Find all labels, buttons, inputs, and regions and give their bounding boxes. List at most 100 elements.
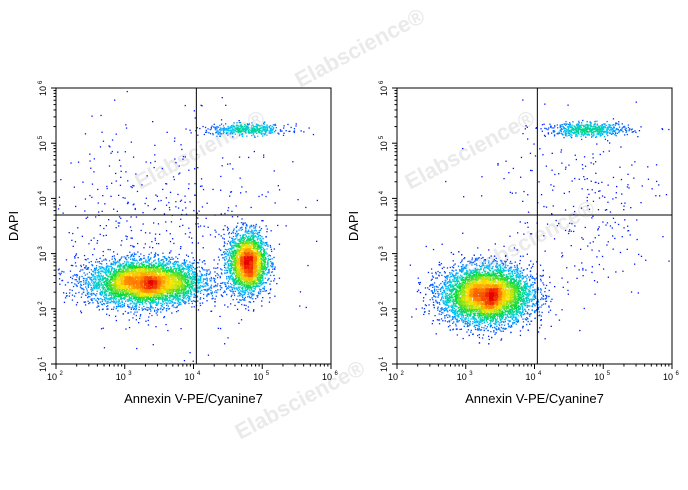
event-dot bbox=[173, 274, 175, 276]
event-dot bbox=[245, 284, 247, 286]
event-dot bbox=[89, 293, 91, 295]
event-dot bbox=[158, 295, 161, 297]
event-dot bbox=[154, 254, 156, 256]
event-dot bbox=[269, 132, 271, 134]
event-dot bbox=[87, 297, 89, 299]
event-dot bbox=[118, 295, 120, 297]
event-dot bbox=[174, 137, 176, 139]
event-dot bbox=[270, 132, 272, 134]
event-dot bbox=[231, 126, 233, 128]
event-dot bbox=[112, 263, 114, 265]
event-dot bbox=[106, 305, 108, 308]
event-dot bbox=[85, 259, 87, 261]
event-dot bbox=[130, 308, 132, 310]
event-dot bbox=[232, 235, 235, 238]
event-dot bbox=[259, 275, 261, 278]
event-dot bbox=[197, 242, 199, 244]
event-dot bbox=[101, 304, 103, 306]
event-dot bbox=[61, 270, 63, 273]
event-dot bbox=[305, 306, 307, 309]
event-dot bbox=[262, 274, 264, 277]
event-dot bbox=[105, 280, 107, 282]
event-dot bbox=[232, 124, 234, 126]
event-dot bbox=[251, 225, 253, 228]
event-dot bbox=[133, 258, 136, 260]
event-dot bbox=[81, 293, 83, 295]
event-dot bbox=[120, 296, 122, 298]
event-dot bbox=[134, 293, 136, 295]
event-dot bbox=[237, 287, 239, 289]
event-dot bbox=[229, 241, 232, 243]
event-dot bbox=[257, 244, 260, 247]
event-dot bbox=[228, 265, 230, 267]
event-dot bbox=[130, 229, 133, 232]
event-dot bbox=[104, 280, 106, 283]
event-dot bbox=[241, 291, 243, 293]
event-dot bbox=[191, 306, 193, 308]
event-dot bbox=[126, 259, 128, 261]
event-dot bbox=[140, 229, 142, 232]
event-dot bbox=[71, 277, 74, 280]
event-dot bbox=[240, 293, 243, 295]
event-dot bbox=[199, 185, 202, 187]
event-dot bbox=[253, 246, 256, 248]
event-dot bbox=[243, 293, 246, 296]
event-dot bbox=[170, 290, 172, 292]
event-dot bbox=[124, 270, 126, 273]
event-dot bbox=[274, 295, 276, 297]
event-dot bbox=[106, 282, 109, 284]
event-dot bbox=[78, 291, 80, 294]
event-dot bbox=[210, 287, 213, 289]
event-dot bbox=[239, 294, 241, 296]
event-dot bbox=[205, 289, 207, 291]
event-dot bbox=[201, 261, 204, 263]
event-dot bbox=[178, 269, 181, 271]
event-dot bbox=[228, 278, 231, 281]
event-dot bbox=[173, 271, 175, 274]
event-dot bbox=[231, 131, 233, 134]
event-dot bbox=[57, 208, 60, 210]
event-dot bbox=[253, 233, 255, 235]
event-dot bbox=[158, 271, 160, 273]
event-dot bbox=[241, 130, 243, 132]
event-dot bbox=[146, 309, 148, 311]
event-dot bbox=[98, 272, 100, 274]
event-dot bbox=[103, 271, 105, 274]
event-dot bbox=[185, 292, 187, 294]
event-dot bbox=[104, 294, 106, 296]
event-dot bbox=[97, 188, 99, 191]
event-dot bbox=[163, 307, 166, 309]
event-dot bbox=[110, 271, 112, 273]
event-dot bbox=[232, 287, 234, 289]
event-dot bbox=[260, 257, 262, 259]
event-dot bbox=[212, 297, 214, 299]
event-dot bbox=[254, 240, 256, 242]
event-dot bbox=[143, 265, 145, 267]
event-dot bbox=[178, 288, 180, 290]
event-dot bbox=[142, 298, 144, 301]
event-dot bbox=[265, 195, 267, 198]
event-dot bbox=[261, 259, 263, 261]
event-dot bbox=[184, 156, 186, 158]
event-dot bbox=[250, 206, 252, 209]
event-dot bbox=[217, 267, 219, 269]
event-dot bbox=[242, 290, 244, 292]
event-dot bbox=[88, 291, 90, 294]
event-dot bbox=[262, 271, 264, 274]
event-dot bbox=[116, 291, 118, 293]
event-dot bbox=[244, 280, 246, 283]
event-dot bbox=[124, 294, 126, 296]
event-dot bbox=[132, 267, 135, 269]
event-dot bbox=[251, 243, 253, 245]
event-dot bbox=[103, 283, 106, 285]
event-dot bbox=[91, 276, 93, 279]
event-dot bbox=[172, 176, 175, 178]
event-dot bbox=[265, 130, 268, 132]
event-dot bbox=[228, 277, 230, 279]
event-dot bbox=[254, 125, 256, 128]
event-dot bbox=[113, 284, 115, 286]
event-dot bbox=[119, 305, 121, 307]
event-dot bbox=[116, 273, 118, 275]
event-dot bbox=[220, 189, 222, 191]
event-dot bbox=[91, 298, 93, 300]
